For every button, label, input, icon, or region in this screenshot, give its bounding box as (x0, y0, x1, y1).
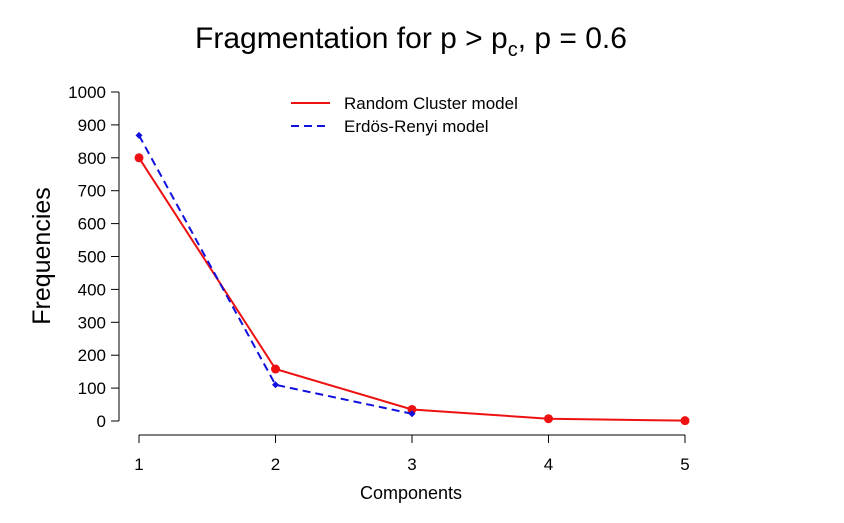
data-point (544, 414, 553, 424)
y-tick-label: 0 (97, 412, 106, 431)
legend-label: Random Cluster model (344, 94, 518, 113)
y-tick-label: 300 (78, 313, 106, 332)
y-tick-label: 1000 (68, 83, 106, 102)
data-point (680, 416, 690, 426)
y-tick-label: 100 (78, 379, 106, 398)
series-line (138, 134, 413, 415)
chart-title: Fragmentation for p > pc, p = 0.6 (195, 22, 627, 61)
series-2 (135, 131, 416, 418)
y-tick-label: 200 (78, 346, 106, 365)
data-point (407, 404, 417, 414)
y-axis: 0 100 200 300 400 500 600 700 800 900 1000 (68, 83, 120, 431)
chart-title-subscript: c (508, 39, 518, 61)
x-tick-label: 3 (407, 455, 416, 474)
x-axis-label: Components (360, 483, 462, 503)
x-axis: 1 2 3 4 5 (134, 434, 690, 474)
chart-title-main: Fragmentation for p > p (195, 22, 508, 55)
data-point (134, 153, 144, 163)
y-tick-label: 700 (78, 182, 106, 201)
legend-label: Erdös-Renyi model (344, 117, 489, 136)
x-tick-label: 2 (271, 455, 280, 474)
y-tick-label: 800 (78, 149, 106, 168)
y-axis-label: Frequencies (28, 187, 56, 325)
x-tick-label: 5 (680, 455, 689, 474)
chart-title-rest: , p = 0.6 (518, 22, 627, 55)
data-point (408, 410, 416, 418)
data-point (135, 131, 143, 139)
y-tick-label: 500 (78, 248, 106, 267)
data-point (272, 381, 279, 389)
series-1 (134, 153, 690, 426)
legend: Random Cluster model Erdös-Renyi model (291, 94, 518, 136)
y-tick-label: 600 (78, 215, 106, 234)
series-layer (134, 131, 690, 426)
x-tick-label: 1 (134, 455, 143, 474)
y-tick-label: 400 (78, 280, 106, 299)
series-line (138, 157, 686, 422)
data-point (271, 364, 280, 374)
y-tick-label: 900 (78, 116, 106, 135)
x-tick-label: 4 (544, 455, 553, 474)
